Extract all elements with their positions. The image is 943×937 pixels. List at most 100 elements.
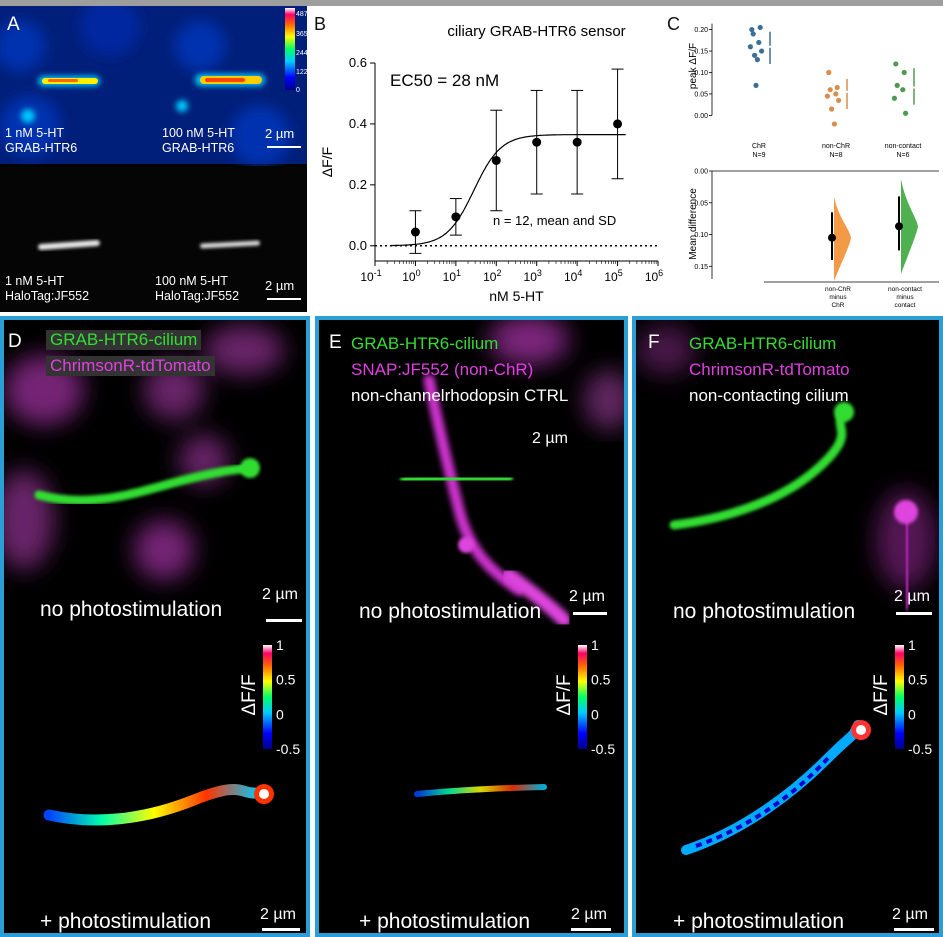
mean-difference-point — [828, 233, 836, 242]
data-point — [831, 121, 837, 127]
data-point — [900, 87, 906, 93]
comparison-label: minus — [829, 294, 847, 301]
chart-title: ciliary GRAB-HTR6 sensor — [447, 23, 625, 40]
data-point — [451, 212, 461, 222]
data-point — [894, 82, 900, 88]
y-axis-label: peak ΔF/F — [688, 43, 699, 89]
data-point — [572, 137, 582, 147]
channel-label: GRAB-HTR6-cilium — [689, 334, 837, 353]
data-point — [752, 52, 758, 58]
scale-bar-label: 2 µm — [260, 906, 296, 923]
ec50-annotation: EC50 = 28 nM — [390, 71, 499, 90]
data-point — [824, 93, 830, 99]
data-point — [893, 61, 899, 67]
scale-bar-label: 2 µm — [265, 126, 295, 141]
group-n-label: N=8 — [829, 152, 842, 159]
y-tick-label: 0.0 — [349, 238, 367, 253]
scale-bar-label: 2 µm — [265, 278, 295, 293]
channel-label: ChrimsonR-tdTomato — [46, 356, 215, 376]
scale-bar-label: 2 µm — [894, 588, 930, 605]
group-label: ChR — [752, 143, 766, 150]
colorbar-tick: 365 — [296, 31, 307, 38]
y-tick-label: 0.10 — [694, 70, 708, 77]
scale-bar-label: 2 µm — [262, 586, 298, 603]
colorbar-tick: 122 — [296, 69, 307, 76]
y-axis-label: ΔF/F — [319, 147, 335, 177]
caption-bottom: + photostimulation — [40, 910, 212, 933]
data-point — [834, 84, 840, 91]
y-tick-label: 0.15 — [694, 49, 708, 56]
group-n-label: N=6 — [896, 152, 909, 159]
scale-bar-label: 2 µm — [532, 430, 568, 447]
panel-d-micrographs — [4, 325, 306, 933]
caption-top: no photostimulation — [673, 600, 856, 623]
scale-bar — [894, 928, 934, 931]
y-tick-label: 0.05 — [694, 200, 708, 207]
panel-letter: C — [667, 14, 680, 34]
n-annotation: n = 12, mean and SD — [493, 213, 616, 228]
data-point — [901, 69, 907, 76]
scale-bar — [573, 612, 607, 615]
data-point — [829, 106, 835, 112]
intensity-colorbar — [285, 8, 295, 90]
group-n-label: N=9 — [752, 152, 765, 159]
x-tick-label: 106 — [645, 268, 663, 284]
caption-bottom: + photostimulation — [359, 910, 531, 933]
y-tick-label: 0.4 — [349, 116, 367, 131]
data-point — [410, 227, 420, 237]
x-axis-label: nM 5-HT — [489, 288, 544, 304]
comparison-label: minus — [896, 294, 914, 301]
scale-bar-label: 2 µm — [569, 588, 605, 605]
channel-label: ChrimsonR-tdTomato — [689, 360, 850, 379]
panel-letter: B — [314, 14, 327, 34]
fit-curve — [391, 134, 626, 247]
data-point — [833, 91, 839, 97]
data-point — [903, 110, 909, 116]
panel-letter: E — [329, 332, 342, 353]
caption-top: no photostimulation — [359, 600, 542, 623]
data-point — [836, 97, 842, 103]
x-tick-label: 104 — [564, 268, 582, 284]
panel-e-micrographs — [319, 320, 624, 933]
scale-bar-label: 2 µm — [571, 906, 607, 923]
channel-label: non-contacting cilium — [689, 386, 849, 405]
y-tick-label: 0.00 — [694, 113, 708, 120]
panel-f: GRAB-HTR6-cilium ChrimsonR-tdTomato non-… — [632, 316, 943, 937]
scale-bar — [267, 298, 301, 300]
y-axis-label: Mean difference — [688, 188, 699, 260]
scale-bar — [267, 146, 301, 148]
data-point — [756, 39, 762, 46]
panel-a-micrographs — [0, 6, 307, 312]
panel-e: GRAB-HTR6-cilium SNAP:JF552 (non-ChR) no… — [315, 316, 628, 937]
data-point — [749, 26, 755, 33]
comparison-label: ChR — [831, 302, 844, 309]
image-label: 100 nM 5-HT HaloTag:JF552 — [155, 274, 240, 303]
caption-top: no photostimulation — [40, 598, 223, 621]
bootstrap-distribution — [901, 178, 918, 275]
channel-label: SNAP:JF552 (non-ChR) — [351, 360, 534, 379]
data-point — [532, 137, 542, 147]
top-bar — [0, 0, 943, 6]
colorbar-tick: 0 — [296, 87, 300, 94]
image-label: 100 nM 5-HT GRAB-HTR6 — [162, 126, 235, 155]
x-tick-label: 101 — [443, 268, 461, 284]
y-tick-label: 0.15 — [694, 264, 708, 271]
panel-f-micrographs — [636, 325, 939, 933]
mean-difference-point — [895, 222, 903, 231]
bootstrap-distribution — [834, 196, 851, 281]
data-point — [491, 155, 501, 165]
scale-bar — [571, 928, 611, 931]
comparison-label: contact — [895, 302, 916, 309]
estimation-plot: 0.00 0.05 0.10 0.15 0.20 peak ΔF/F ChR N=9 non-C… — [688, 23, 939, 309]
y-tick-label: 0.00 — [694, 169, 708, 176]
data-point — [759, 48, 765, 54]
x-tick-label: 103 — [524, 268, 542, 284]
scale-bar — [266, 619, 302, 622]
data-point — [754, 57, 760, 63]
data-point — [613, 119, 623, 129]
comparison-label: non-contact — [888, 286, 922, 293]
y-tick-label: 0.6 — [349, 55, 367, 70]
caption-bottom: + photostimulation — [673, 910, 845, 933]
channel-label: GRAB-HTR6-cilium — [46, 330, 202, 350]
scale-bar-label: 2 µm — [892, 906, 928, 923]
